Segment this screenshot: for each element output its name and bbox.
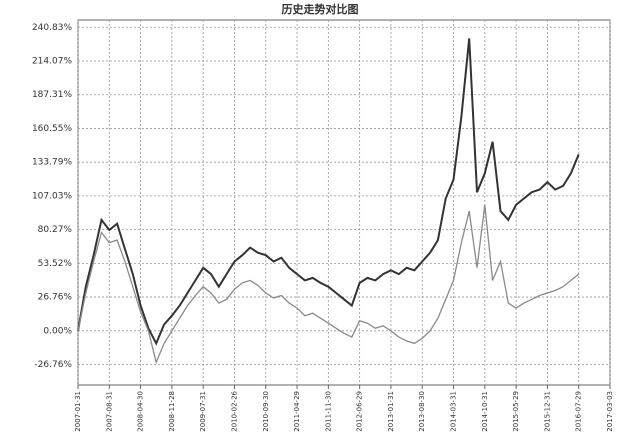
x-tick-label: 2008-04-30 [137,391,145,432]
x-tick-label: 2008-11-28 [168,391,176,432]
plot-frame [77,19,611,386]
y-tick-label: 0.00% [43,326,72,336]
x-tick-label: 2015-12-31 [543,391,551,432]
x-tick-label: 2011-11-30 [324,391,332,432]
y-tick-label: 240.83% [32,23,72,33]
x-tick-label: 2014-03-31 [450,391,458,432]
x-tick-label: 2013-01-31 [387,391,395,432]
y-tick-label: 133.79% [32,158,72,168]
x-tick-label: 2016-07-29 [575,391,583,432]
x-tick-label: 2009-07-31 [199,391,207,432]
y-tick-label: 160.55% [32,124,72,134]
chart-title: 历史走势对比图 [282,2,359,16]
series-line [77,38,580,346]
series-line [77,204,580,365]
y-tick-label: 53.52% [38,259,73,269]
x-tick-label: 2007-01-31 [74,391,82,432]
x-tick-label: 2013-08-30 [418,391,426,432]
y-tick-label: -26.76% [34,360,72,370]
x-tick-label: 2007-08-31 [105,391,113,432]
y-tick-label: 187.31% [32,90,72,100]
x-tick-label: 2017-03-03 [606,391,614,432]
y-tick-label: 80.27% [38,225,73,235]
x-tick-label: 2014-10-31 [481,391,489,432]
x-tick-label: 2012-06-29 [356,391,364,432]
x-tick-label: 2010-02-26 [230,390,238,431]
x-tick-label: 2015-05-29 [512,391,520,432]
x-tick-label: 2010-09-30 [262,391,270,432]
x-tick-label: 2011-04-29 [293,391,301,432]
y-tick-label: 26.76% [38,293,73,303]
y-tick-label: 214.07% [32,56,72,66]
y-tick-label: 107.03% [32,191,72,201]
